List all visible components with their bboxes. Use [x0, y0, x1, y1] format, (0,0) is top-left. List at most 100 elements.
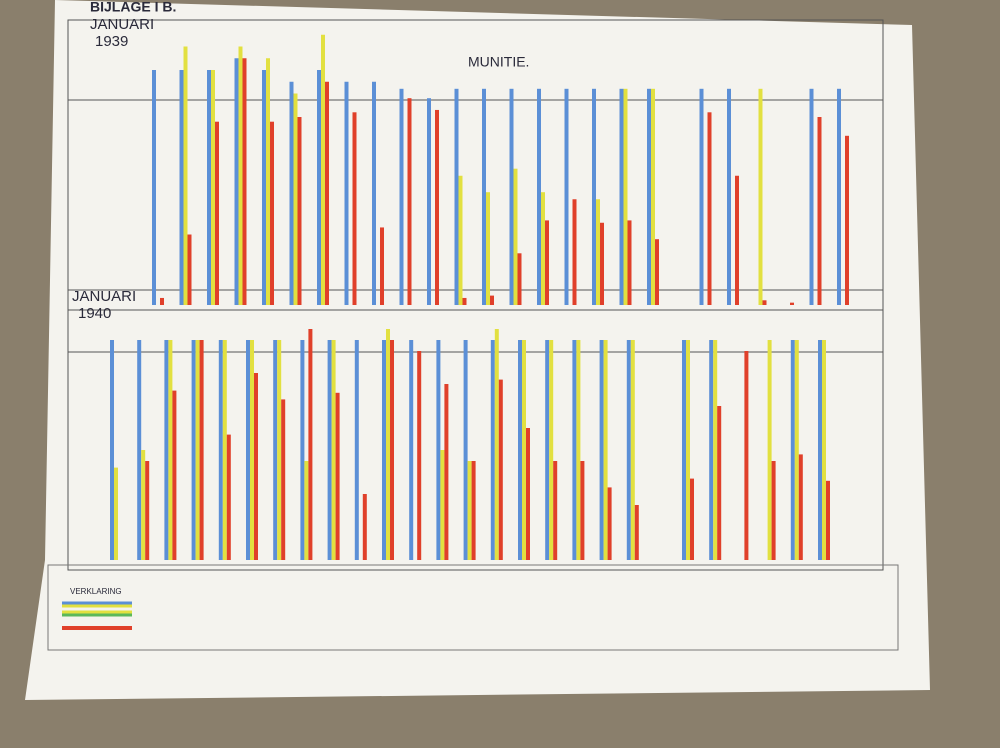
bar	[549, 340, 554, 560]
bar	[215, 121, 219, 305]
bar	[293, 93, 298, 305]
bar	[699, 88, 704, 305]
bar	[490, 295, 494, 305]
bar	[553, 461, 558, 560]
bar	[191, 340, 196, 560]
bar	[207, 70, 211, 305]
period: JANUARI	[72, 288, 136, 305]
bar	[380, 227, 384, 305]
bar	[690, 478, 694, 560]
bar	[762, 300, 767, 305]
bar	[837, 88, 841, 305]
bar	[709, 340, 714, 560]
bar	[344, 81, 349, 305]
bar	[522, 340, 526, 560]
bar	[234, 58, 239, 305]
bar	[354, 340, 359, 560]
bar	[486, 192, 490, 305]
bar	[218, 340, 223, 560]
bar	[626, 340, 631, 560]
bar	[717, 406, 722, 560]
bar	[454, 88, 459, 305]
bar	[596, 199, 600, 305]
bar	[187, 234, 192, 305]
panel-1939	[67, 19, 884, 311]
bar	[809, 88, 814, 305]
bar	[277, 340, 282, 560]
bar	[790, 302, 794, 305]
period: 1939	[95, 33, 128, 50]
bar	[335, 392, 340, 560]
bar	[250, 340, 254, 560]
bar	[576, 340, 581, 560]
bar	[790, 340, 795, 560]
bar	[304, 461, 309, 560]
bar	[222, 340, 227, 560]
bar	[211, 70, 215, 305]
subtitle: MUNITIE.	[468, 54, 529, 70]
bar	[655, 239, 659, 305]
bar	[467, 461, 472, 560]
bar	[498, 379, 503, 560]
bar	[352, 112, 357, 305]
bar	[482, 88, 486, 305]
bar	[444, 384, 449, 560]
bar	[386, 329, 390, 560]
bar	[409, 340, 414, 560]
bar	[758, 88, 763, 305]
bar	[564, 88, 569, 305]
bar	[817, 117, 822, 305]
bar	[172, 390, 177, 560]
bar	[372, 81, 376, 305]
bar	[826, 480, 830, 560]
bar	[160, 297, 164, 305]
bar	[246, 340, 250, 560]
bar	[545, 340, 550, 560]
bar	[727, 88, 731, 305]
bar	[545, 220, 549, 305]
bar	[490, 340, 495, 560]
bar	[603, 340, 608, 560]
bar	[607, 487, 612, 560]
bar	[541, 192, 545, 305]
bar	[471, 461, 476, 560]
bar	[798, 454, 803, 560]
bar	[436, 340, 441, 560]
bar	[580, 461, 585, 560]
bar	[513, 168, 518, 305]
bar	[517, 253, 522, 305]
bar	[407, 98, 412, 305]
bar	[651, 88, 655, 305]
bar	[300, 340, 305, 560]
bar	[682, 340, 686, 560]
bar	[845, 135, 849, 305]
title: BIJLAGE I B.	[90, 0, 176, 15]
bar	[317, 70, 321, 305]
bar	[630, 340, 635, 560]
bar	[183, 46, 188, 305]
bar	[634, 505, 639, 560]
bar	[458, 175, 463, 305]
bar	[462, 297, 467, 305]
bar	[382, 340, 386, 560]
bar	[713, 340, 718, 560]
bar	[242, 58, 247, 305]
bar	[771, 461, 776, 560]
bar	[270, 121, 274, 305]
bar	[321, 34, 325, 305]
bar	[308, 329, 313, 560]
bar	[137, 340, 142, 560]
legend-title: VERKLARING	[70, 587, 122, 596]
bar	[686, 340, 690, 560]
bar	[537, 88, 541, 305]
bar	[273, 340, 278, 560]
panel-1940	[67, 289, 884, 571]
bar	[509, 88, 514, 305]
bar	[281, 399, 286, 560]
bar	[266, 58, 270, 305]
bar	[627, 220, 632, 305]
bar	[463, 340, 468, 560]
bar	[168, 340, 173, 560]
bar	[599, 340, 604, 560]
